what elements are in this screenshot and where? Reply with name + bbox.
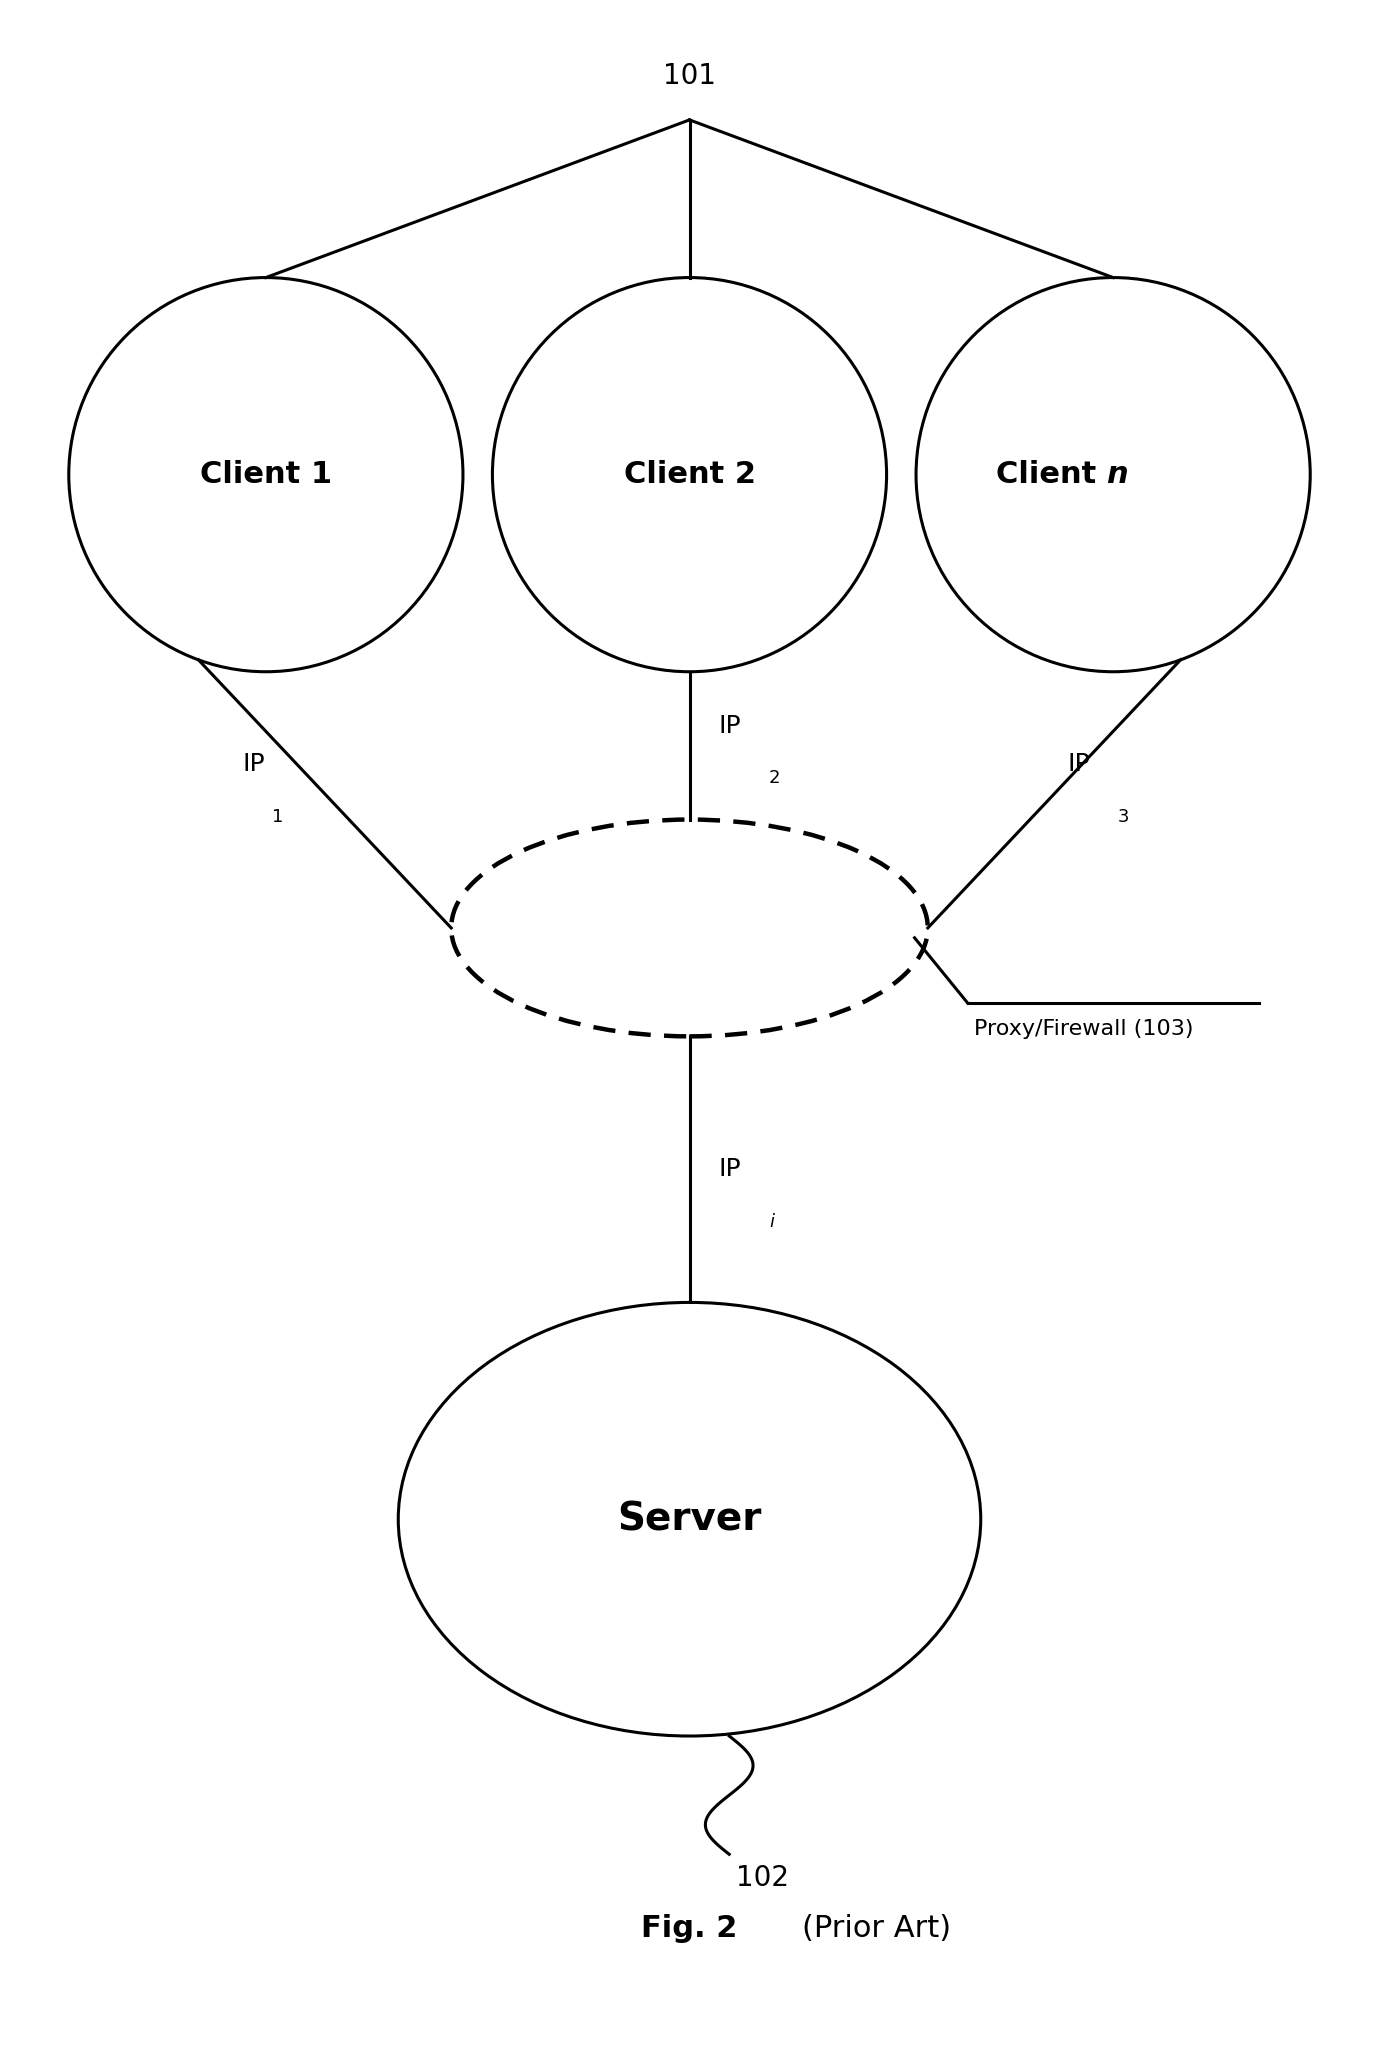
Text: 101: 101	[663, 62, 716, 90]
Text: Client: Client	[996, 460, 1106, 489]
Text: 3: 3	[1118, 807, 1129, 825]
Text: IP: IP	[718, 1158, 742, 1180]
Text: Client 2: Client 2	[623, 460, 756, 489]
Text: Server: Server	[618, 1501, 761, 1538]
Text: (Prior Art): (Prior Art)	[803, 1913, 952, 1942]
Text: IP: IP	[718, 714, 742, 737]
Text: i: i	[769, 1213, 774, 1230]
Text: Proxy/Firewall (103): Proxy/Firewall (103)	[974, 1018, 1194, 1039]
Text: Fig. 2: Fig. 2	[641, 1913, 738, 1942]
Text: IP: IP	[243, 751, 265, 776]
Text: Client 1: Client 1	[200, 460, 332, 489]
Text: n: n	[1106, 460, 1128, 489]
Text: 102: 102	[736, 1864, 789, 1893]
Text: IP: IP	[1067, 751, 1089, 776]
Text: 1: 1	[272, 807, 283, 825]
Text: 2: 2	[769, 770, 781, 786]
